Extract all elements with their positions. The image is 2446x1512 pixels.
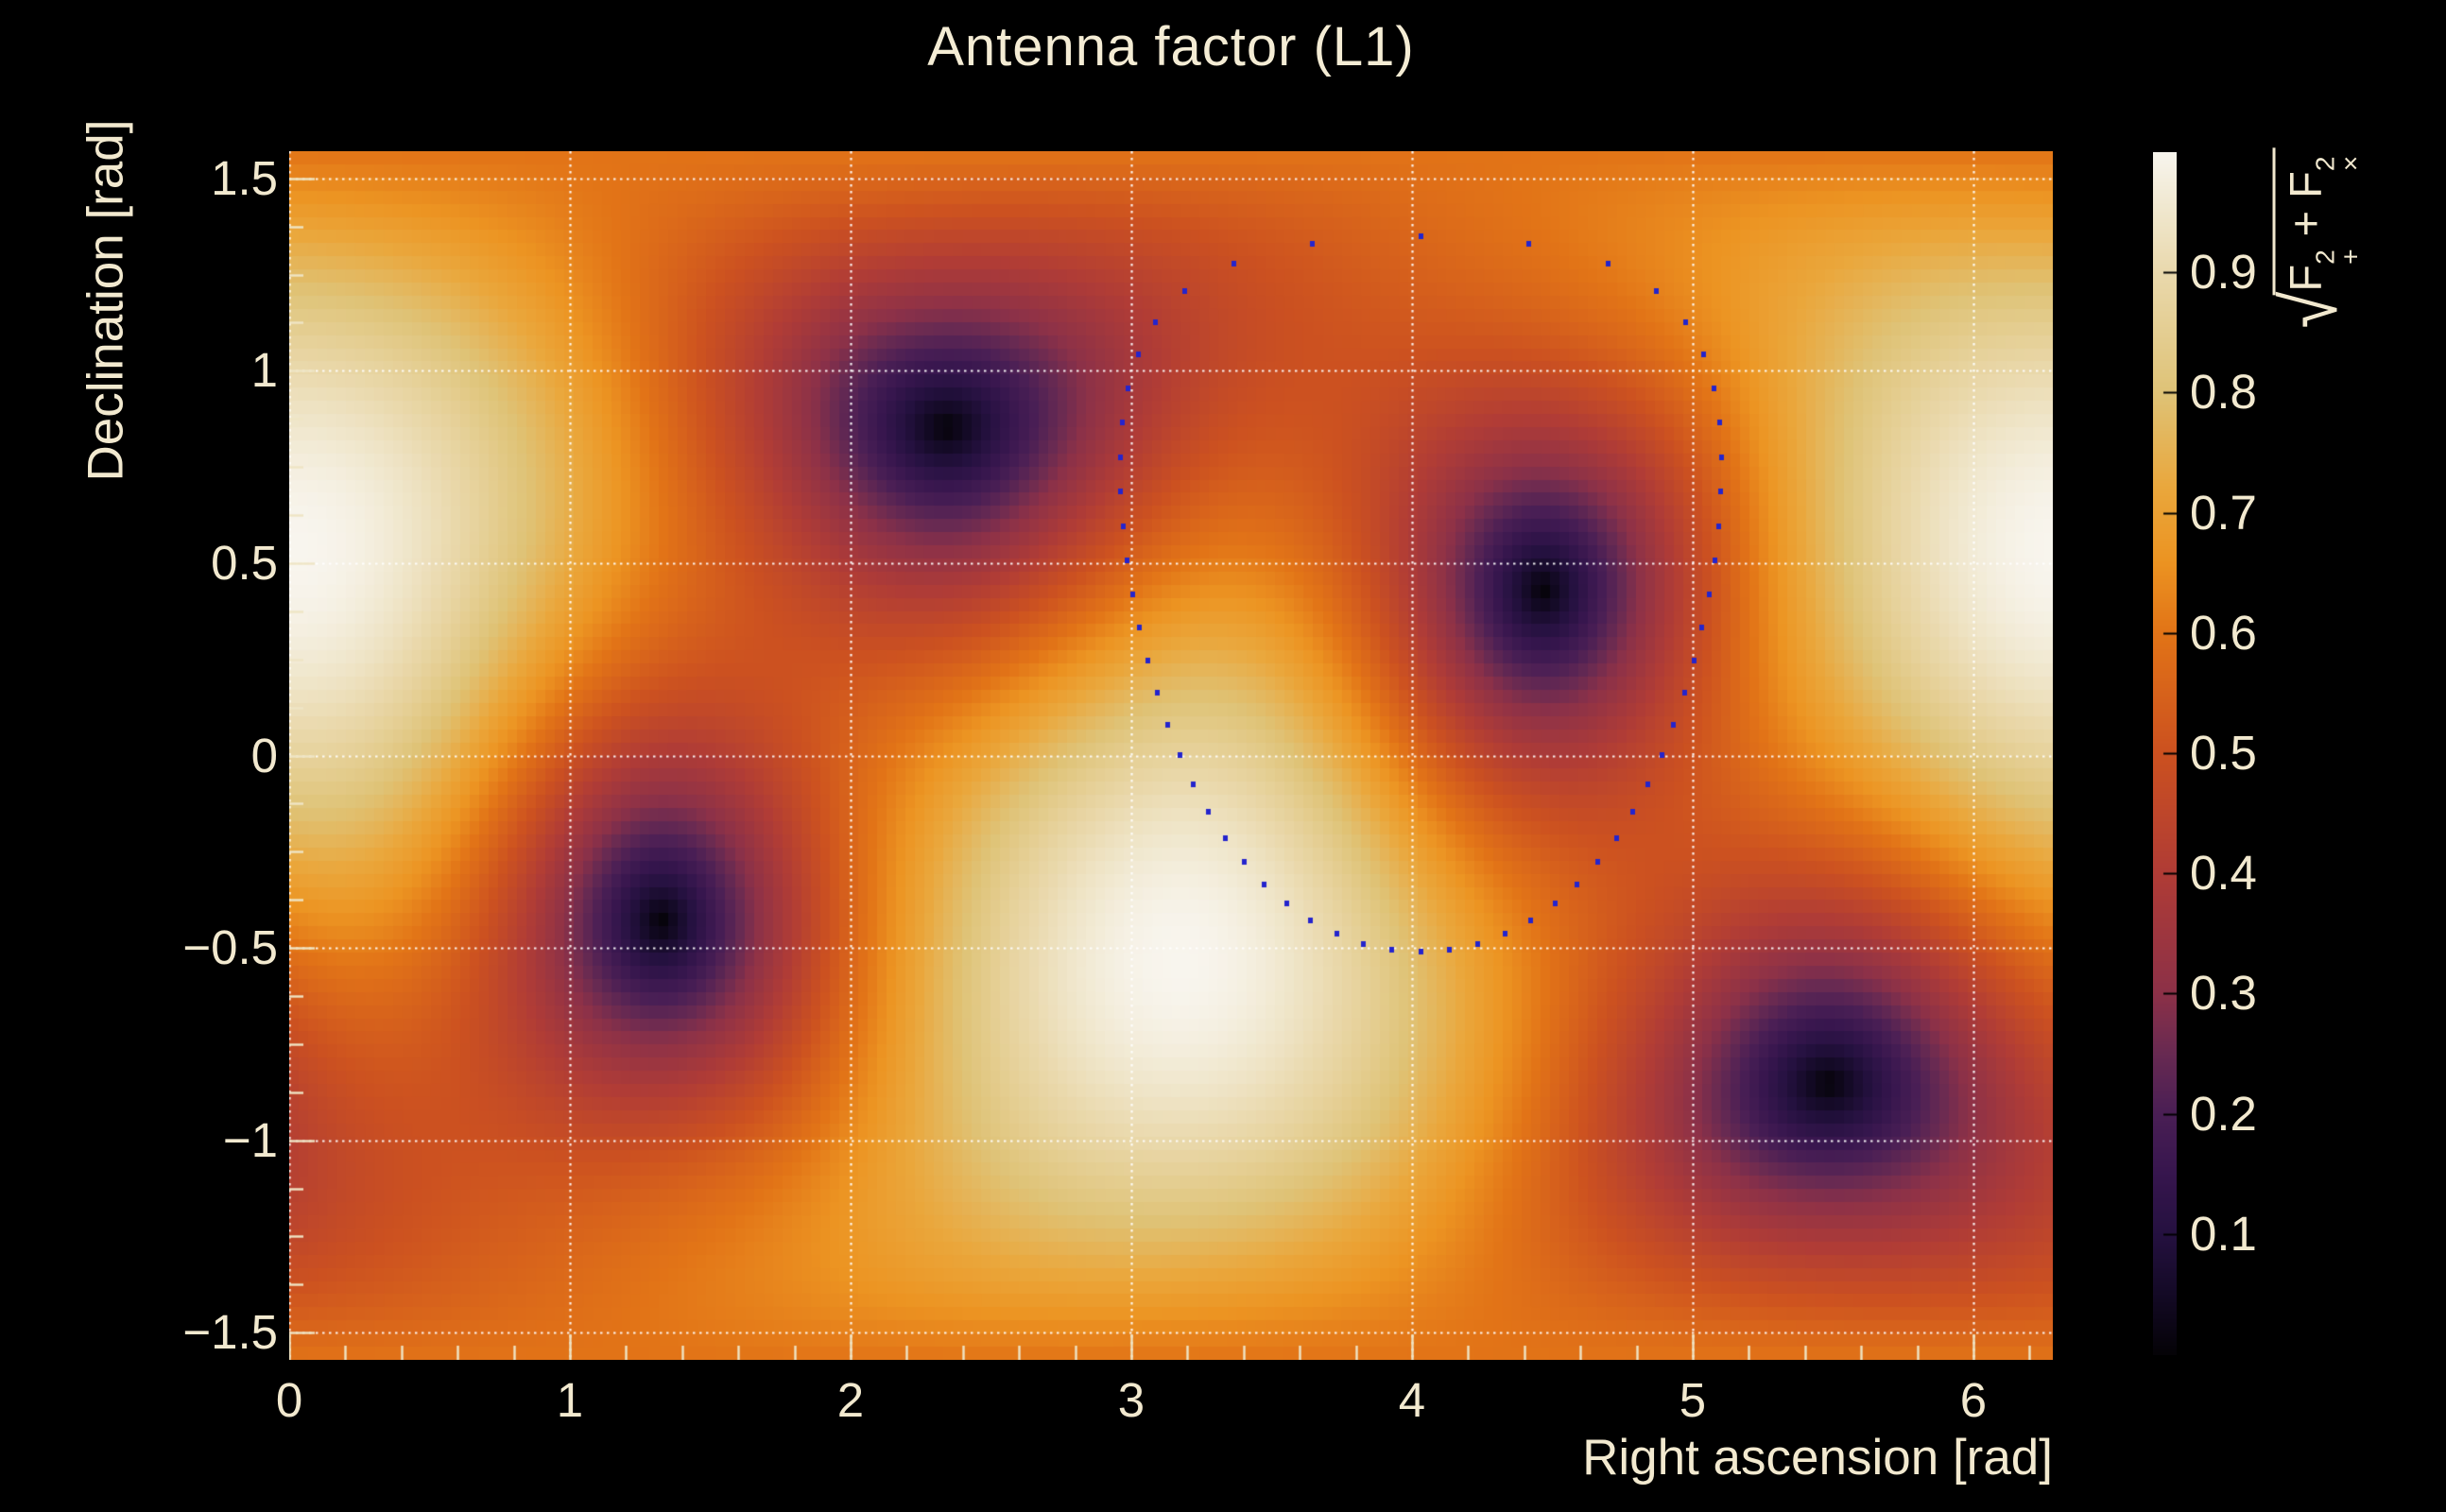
x-tick-label: 3 [1117,1373,1145,1427]
x-tick-label: 1 [556,1373,584,1427]
colorbar-tick-label: 0.9 [2190,245,2257,300]
y-tick-label: 0.5 [211,535,278,590]
x-axis-title: Right ascension [rad] [1582,1430,2053,1486]
colorbar-tick-label: 0.6 [2190,605,2257,660]
colorbar [2153,152,2177,1355]
heatmap-plot-area [289,151,2053,1360]
y-tick-label: −1 [222,1112,278,1167]
colorbar-tick-label: 0.1 [2190,1206,2257,1261]
colorbar-tick-label: 0.4 [2190,846,2257,901]
y-tick-label: −0.5 [182,920,278,975]
colorbar-tick-label: 0.7 [2190,485,2257,540]
y-tick-label: 0 [250,728,278,782]
colorbar-tick-label: 0.2 [2190,1086,2257,1141]
x-tick-label: 5 [1679,1373,1707,1427]
colorbar-tick-label: 0.8 [2190,365,2257,420]
x-tick-label: 2 [836,1373,865,1427]
colorbar-tick-label: 0.3 [2190,966,2257,1021]
y-tick-label: 1.5 [211,150,278,205]
y-tick-label: −1.5 [182,1305,278,1360]
x-tick-label: 0 [275,1373,303,1427]
chart-title: Antenna factor (L1) [927,16,1415,77]
radical-sign: √ [2266,291,2353,329]
x-tick-label: 4 [1398,1373,1426,1427]
colorbar-tick-label: 0.5 [2190,726,2257,780]
radical-body: F 2 + + F 2 × [2272,147,2366,296]
x-tick-label: 6 [1959,1373,1988,1427]
y-tick-label: 1 [250,343,278,398]
